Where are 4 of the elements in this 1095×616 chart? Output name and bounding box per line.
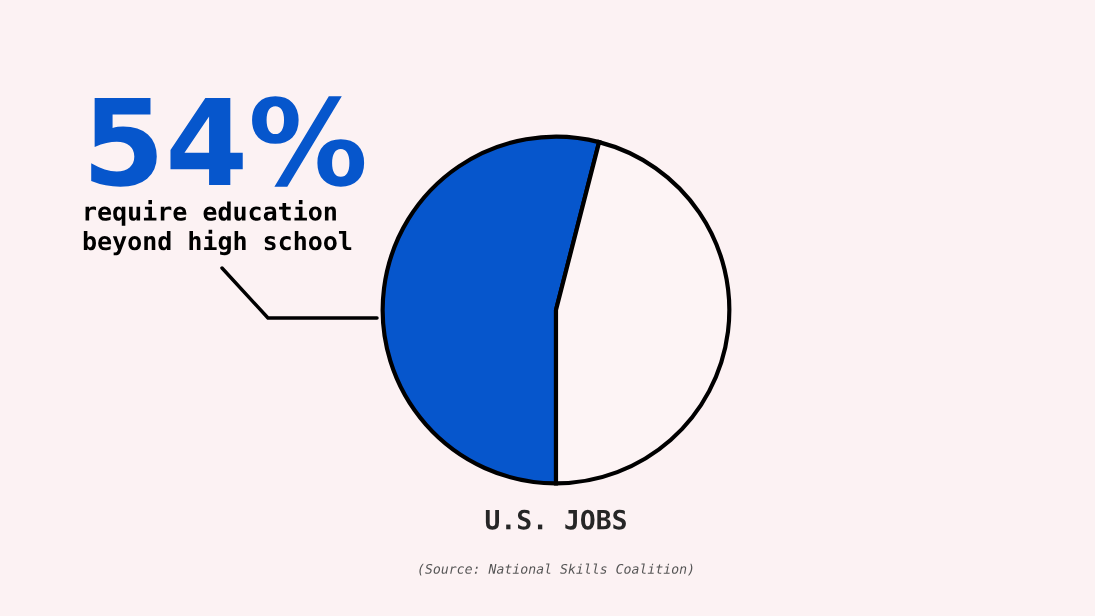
text: U.S. JOBS bbox=[485, 509, 626, 530]
text: (Source: National Skills Coalition) bbox=[419, 563, 693, 576]
slice-label: require education beyond high school bbox=[83, 200, 352, 256]
data-label: 54% bbox=[91, 96, 365, 187]
